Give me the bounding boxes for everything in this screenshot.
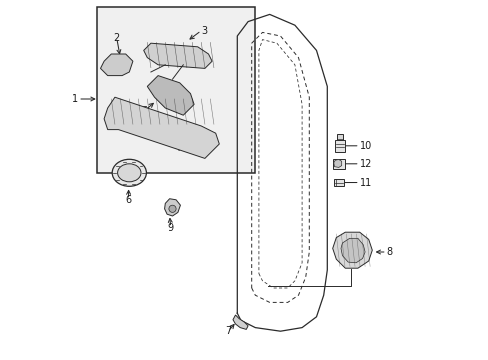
Polygon shape bbox=[143, 43, 212, 68]
Polygon shape bbox=[101, 54, 133, 76]
Text: 8: 8 bbox=[386, 247, 392, 257]
FancyBboxPatch shape bbox=[333, 179, 343, 186]
Text: 7: 7 bbox=[224, 326, 231, 336]
Polygon shape bbox=[164, 199, 180, 216]
Text: 9: 9 bbox=[167, 222, 173, 233]
FancyBboxPatch shape bbox=[97, 7, 255, 173]
Text: 12: 12 bbox=[359, 159, 371, 169]
Ellipse shape bbox=[112, 159, 146, 186]
Text: 4: 4 bbox=[175, 143, 181, 153]
Polygon shape bbox=[332, 232, 371, 268]
Text: 10: 10 bbox=[359, 141, 371, 151]
Text: 11: 11 bbox=[359, 177, 371, 188]
FancyBboxPatch shape bbox=[334, 140, 345, 152]
Polygon shape bbox=[333, 159, 341, 167]
Text: 5: 5 bbox=[141, 106, 147, 116]
Text: 6: 6 bbox=[125, 195, 131, 205]
Text: 1: 1 bbox=[72, 94, 78, 104]
Text: 3: 3 bbox=[201, 26, 207, 36]
FancyBboxPatch shape bbox=[332, 159, 344, 169]
Ellipse shape bbox=[117, 164, 141, 182]
Circle shape bbox=[168, 205, 176, 212]
Polygon shape bbox=[232, 315, 247, 329]
Polygon shape bbox=[147, 76, 194, 115]
Polygon shape bbox=[104, 97, 219, 158]
FancyBboxPatch shape bbox=[336, 134, 342, 140]
Polygon shape bbox=[340, 238, 365, 263]
Text: 2: 2 bbox=[113, 33, 120, 43]
